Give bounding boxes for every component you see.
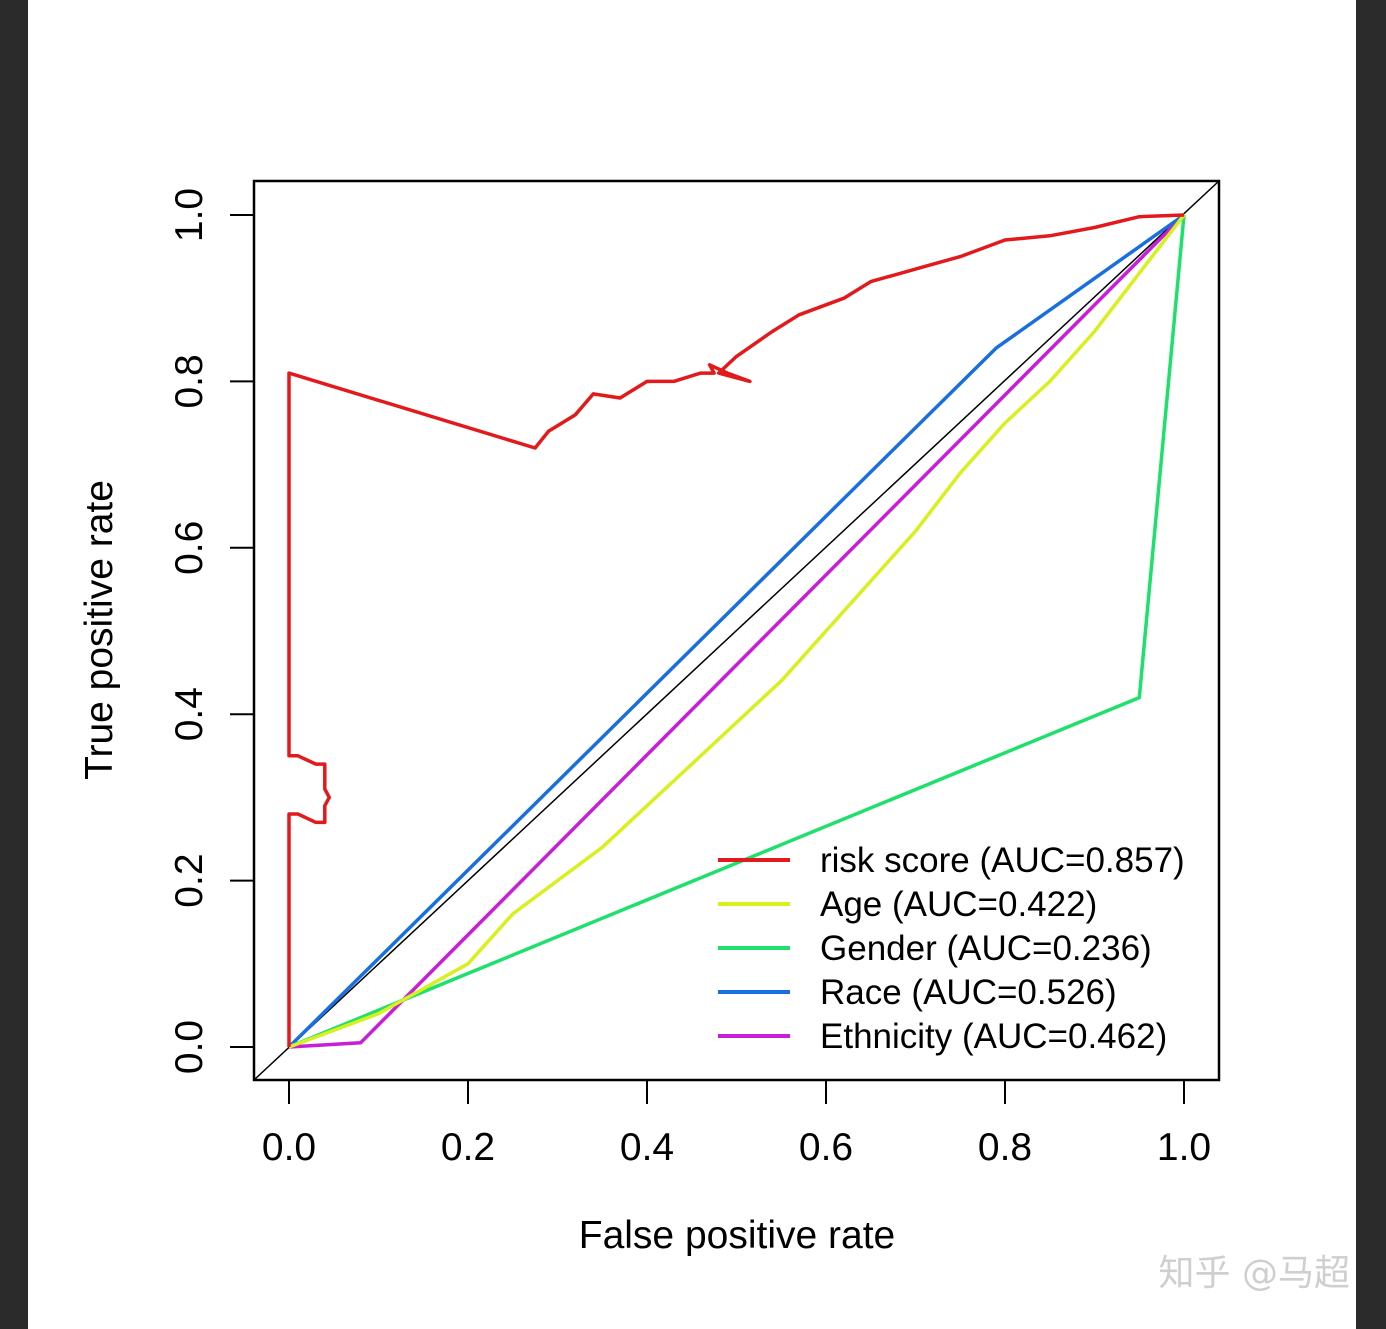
y-tick-label: 1.0 [168,188,211,242]
series-line-0 [287,213,1185,1047]
series-line-3 [287,213,1186,1049]
legend-label: risk score (AUC=0.857) [820,841,1185,880]
figure-sheet [28,0,1356,1329]
plot-frame [252,179,1221,1082]
y-tick-label: 0.8 [168,354,211,408]
x-axis-title: False positive rate [579,1214,895,1257]
legend-label: Gender (AUC=0.236) [820,929,1152,968]
x-tick-label: 0.2 [441,1126,495,1169]
series-line-2 [288,214,1186,1049]
reference-diagonal-line [253,180,1220,1081]
x-tick-label: 0.4 [620,1126,674,1169]
series-line-1 [288,213,1186,1049]
y-axis-title: True positive rate [78,480,121,780]
legend-label: Ethnicity (AUC=0.462) [820,1017,1167,1056]
y-tick-label: 0.4 [168,687,211,741]
watermark-text: 知乎 @马超 [1159,1253,1350,1294]
x-tick-label: 0.0 [262,1126,316,1169]
x-tick-label: 1.0 [1157,1126,1211,1169]
series-line-4 [288,213,1186,1049]
legend-label: Age (AUC=0.422) [820,885,1097,924]
y-tick-label: 0.6 [168,521,211,575]
y-tick-label: 0.0 [168,1020,211,1074]
x-tick-label: 0.6 [799,1126,853,1169]
x-tick-label: 0.8 [978,1126,1032,1169]
legend-label: Race (AUC=0.526) [820,973,1117,1012]
y-tick-label: 0.2 [168,853,211,907]
